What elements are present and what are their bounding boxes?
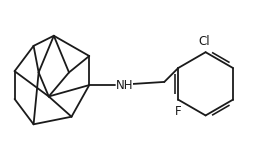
Text: F: F (175, 105, 182, 118)
Text: Cl: Cl (199, 35, 210, 48)
Text: NH: NH (116, 79, 133, 92)
